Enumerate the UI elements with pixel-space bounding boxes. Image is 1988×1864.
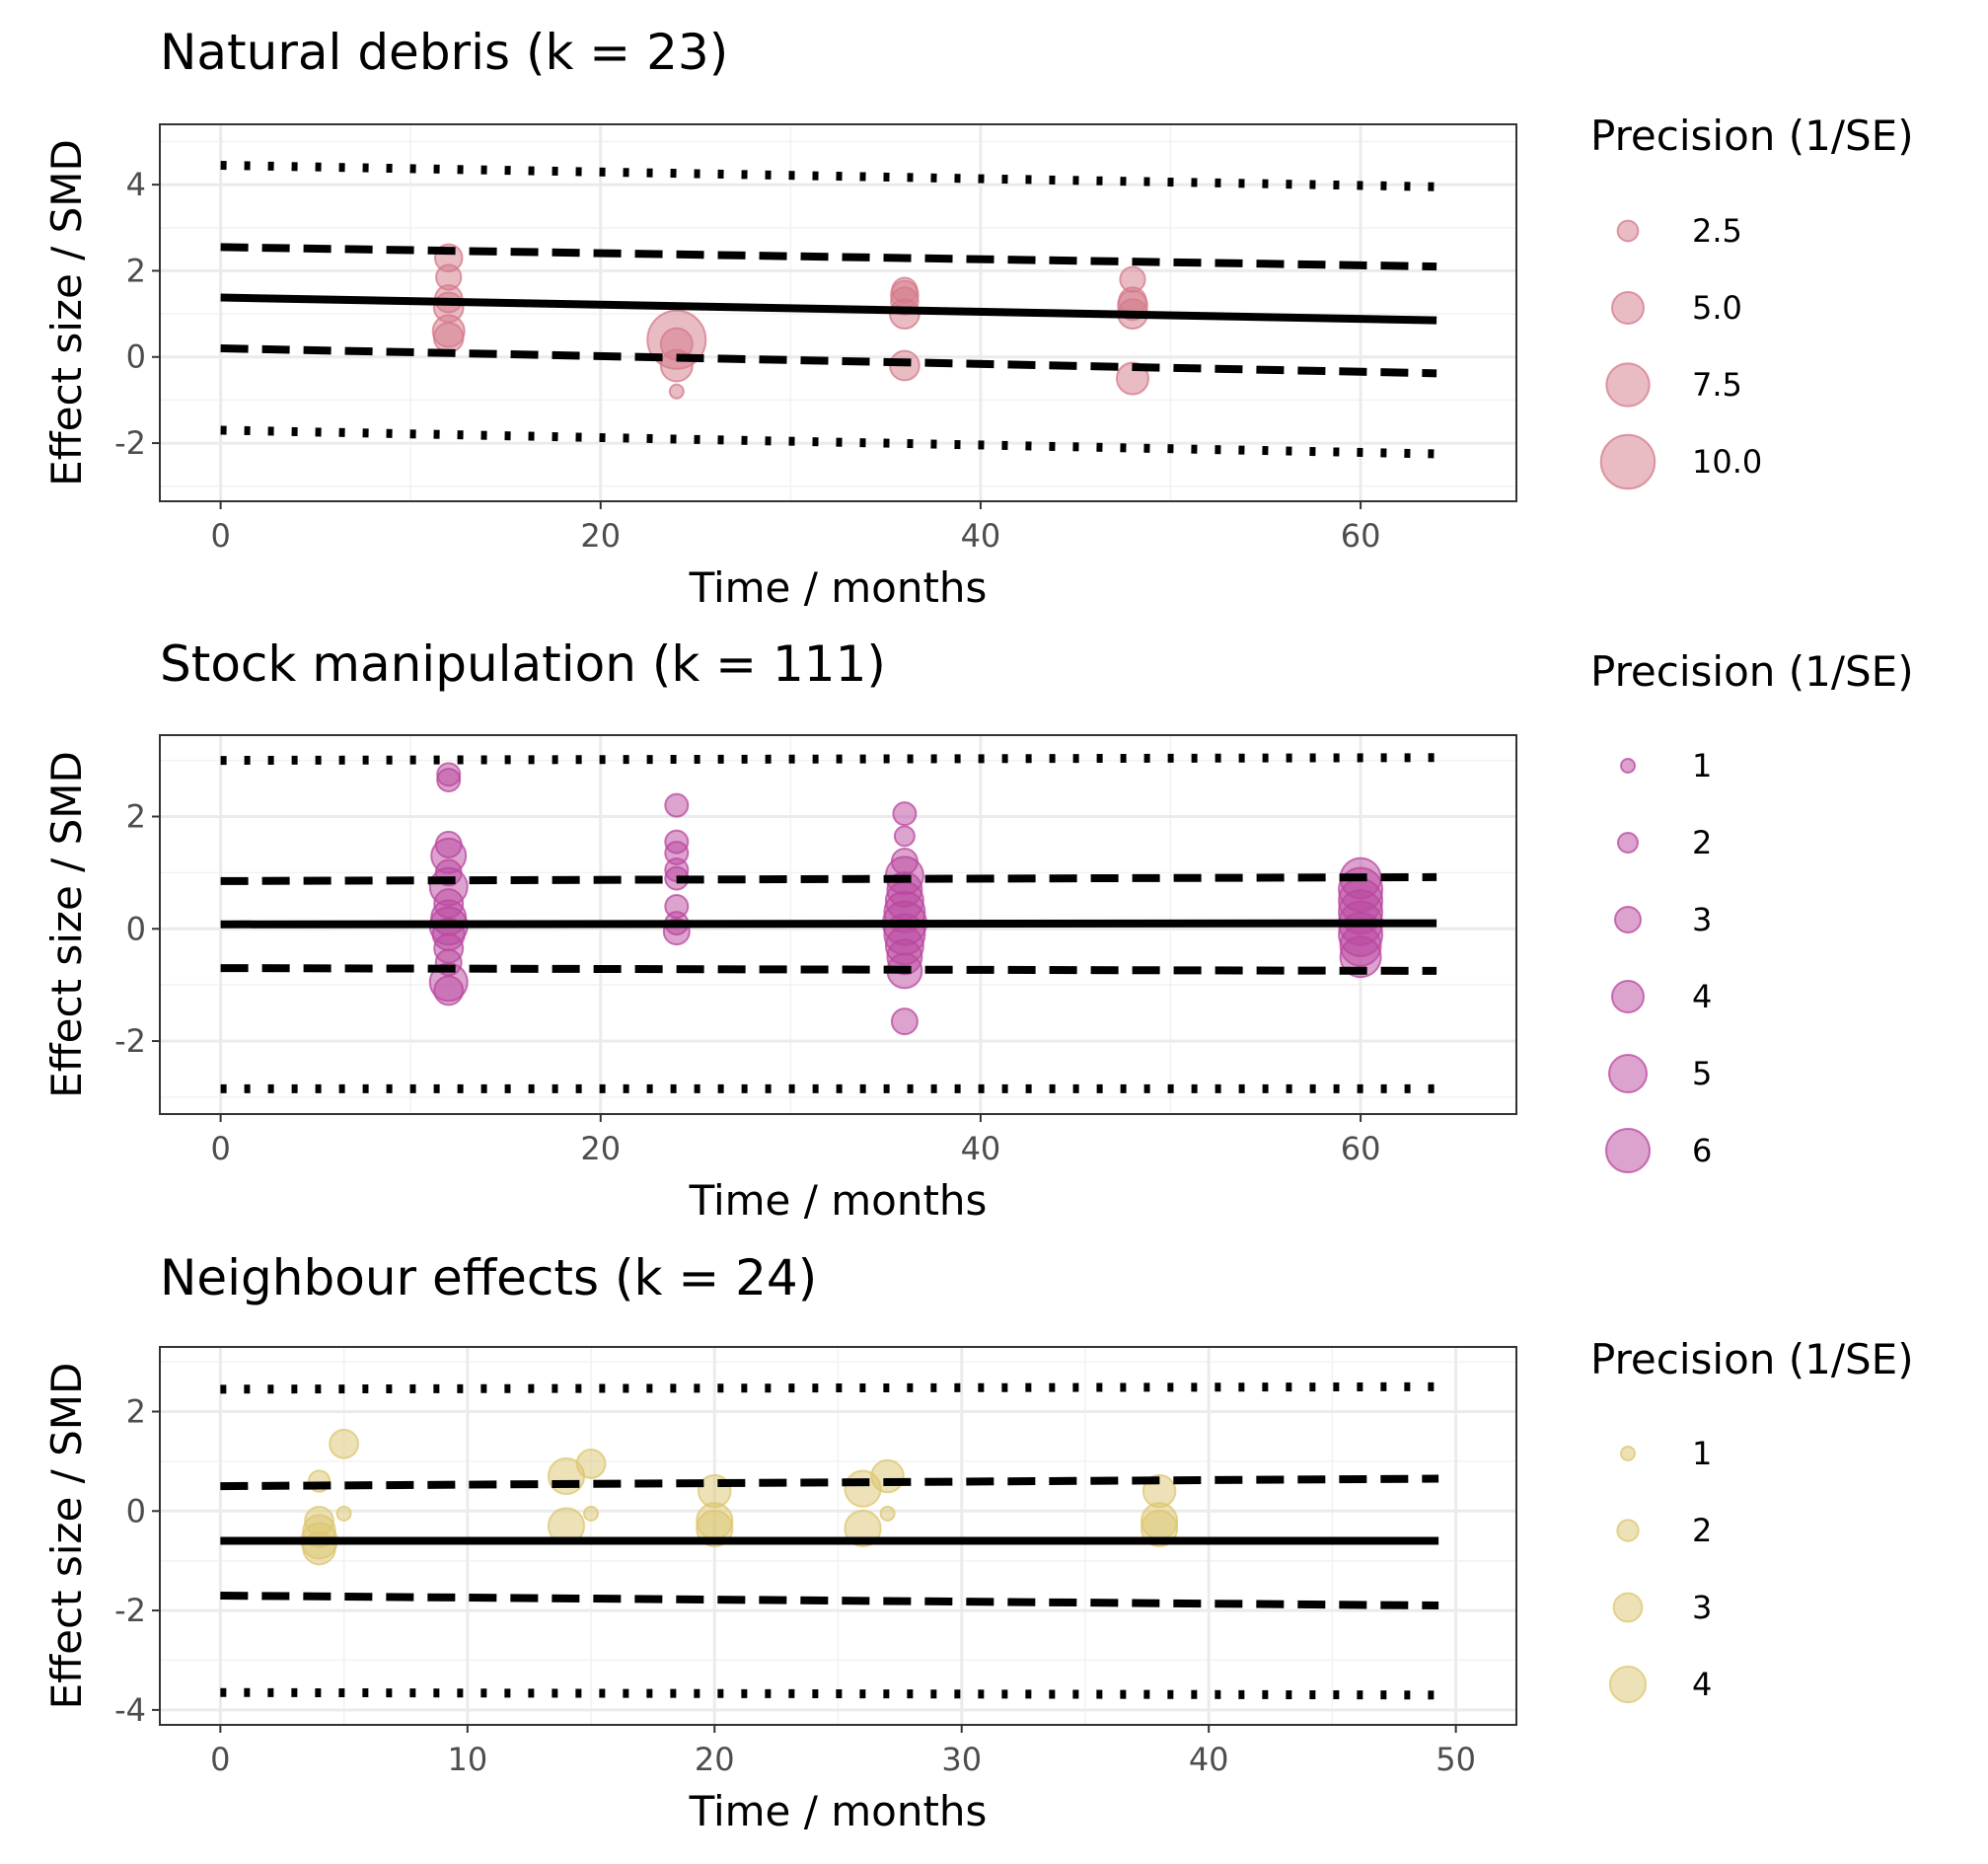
legend: Precision (1/SE) 1 2 3 4 xyxy=(1590,1335,1914,1704)
chart-panel-2: Stock manipulation (k = 111) 0 20 40 60 -2 0 2 T… xyxy=(42,635,1914,1225)
legend-key-circle xyxy=(1614,906,1642,933)
y-tick-label: 2 xyxy=(126,797,146,835)
confidence-interval-upper-line xyxy=(220,1474,1439,1491)
x-axis-title: Time / months xyxy=(689,1787,988,1835)
y-tick-label: 4 xyxy=(126,166,146,203)
legend-key-circle xyxy=(1620,758,1636,774)
x-tick-label: 50 xyxy=(1436,1741,1476,1778)
y-tick-label: -2 xyxy=(114,424,146,462)
legend-key-circle xyxy=(1620,1446,1636,1461)
data-point xyxy=(893,825,916,848)
y-tick-label: -4 xyxy=(114,1691,146,1729)
y-axis-title: Effect size / SMD xyxy=(42,1363,91,1710)
legend-key-circle xyxy=(1616,219,1640,243)
legend-label: 5 xyxy=(1692,1055,1712,1092)
legend-key-circle xyxy=(1612,1592,1644,1623)
legend-title: Precision (1/SE) xyxy=(1590,1335,1914,1383)
legend-label: 4 xyxy=(1692,1666,1712,1703)
x-tick-label: 0 xyxy=(210,517,230,555)
legend-key-circle xyxy=(1617,832,1639,854)
chart-panel-3: Neighbour effects (k = 24)0 10 20 30 40 50-4-… xyxy=(42,1249,1914,1835)
x-tick-label: 60 xyxy=(1341,1130,1381,1167)
legend-key-circle xyxy=(1611,291,1645,325)
x-tick-label: 0 xyxy=(210,1130,230,1167)
chart-title: Natural debris (k = 23) xyxy=(160,24,728,81)
data-point xyxy=(879,1505,896,1522)
legend-title: Precision (1/SE) xyxy=(1590,647,1914,696)
data-point xyxy=(668,383,685,400)
regression-line xyxy=(220,919,1437,929)
data-point xyxy=(575,1449,607,1479)
legend-label: 1 xyxy=(1692,1435,1712,1472)
y-tick-label: 2 xyxy=(126,252,146,289)
y-tick-label: 0 xyxy=(126,910,146,947)
x-axis-title: Time / months xyxy=(689,563,988,612)
legend-key-circle xyxy=(1608,1054,1648,1093)
legend-label: 10.0 xyxy=(1692,443,1762,481)
data-point xyxy=(870,1458,905,1494)
confidence-interval-lower-line xyxy=(220,1591,1439,1610)
confidence-interval-lower-line xyxy=(220,964,1437,975)
data-point xyxy=(583,1505,600,1522)
data-point xyxy=(890,1007,919,1036)
data-point xyxy=(329,1428,359,1459)
legend-label: 5.0 xyxy=(1692,289,1742,327)
data-point xyxy=(436,768,462,793)
legend-key-circle xyxy=(1608,1665,1648,1704)
data-point xyxy=(432,322,465,353)
legend-key-circle xyxy=(1616,1519,1640,1542)
legend-label: 1 xyxy=(1692,747,1712,784)
legend-title: Precision (1/SE) xyxy=(1590,112,1914,160)
legend-key-circle xyxy=(1599,433,1657,490)
y-axis-title: Effect size / SMD xyxy=(42,139,91,486)
x-tick-label: 40 xyxy=(961,1130,1001,1167)
x-tick-label: 0 xyxy=(210,1741,230,1778)
x-tick-label: 20 xyxy=(580,1130,621,1167)
data-point xyxy=(664,792,690,818)
legend-label: 4 xyxy=(1692,978,1712,1015)
chart-panel-1: Natural debris (k = 23) 0 20 40 60 -2 0 2 4 Time … xyxy=(42,24,1914,612)
legend-label: 2.5 xyxy=(1692,212,1742,250)
legend-key-circle xyxy=(1605,1128,1651,1173)
x-tick-label: 30 xyxy=(941,1741,982,1778)
x-tick-label: 20 xyxy=(580,517,621,555)
regression-line xyxy=(220,293,1437,325)
x-tick-label: 60 xyxy=(1341,517,1381,555)
data-point xyxy=(892,801,918,827)
panel-border xyxy=(159,1346,1517,1726)
legend-label: 2 xyxy=(1692,1512,1712,1549)
y-tick-label: 0 xyxy=(126,338,146,376)
x-tick-label: 10 xyxy=(447,1741,487,1778)
legend: Precision (1/SE) 1 2 3 4 5 6 xyxy=(1590,647,1914,1173)
legend-label: 3 xyxy=(1692,901,1712,938)
x-tick-label: 40 xyxy=(961,517,1001,555)
data-point xyxy=(433,975,465,1007)
y-tick-label: 0 xyxy=(126,1492,146,1529)
confidence-interval-upper-line xyxy=(220,872,1437,885)
y-tick-label: -2 xyxy=(114,1592,146,1629)
legend-label: 7.5 xyxy=(1692,366,1742,404)
legend: Precision (1/SE) 2.5 5.0 7.5 10.0 xyxy=(1590,112,1914,490)
legend-label: 6 xyxy=(1692,1132,1712,1169)
y-axis-title: Effect size / SMD xyxy=(42,751,91,1098)
legend-label: 3 xyxy=(1692,1589,1712,1626)
chart-title: Neighbour effects (k = 24) xyxy=(160,1249,817,1306)
legend-key-circle xyxy=(1605,362,1651,408)
y-tick-label: 2 xyxy=(126,1393,146,1431)
x-tick-label: 20 xyxy=(695,1741,735,1778)
x-axis-title: Time / months xyxy=(689,1176,988,1225)
legend-key-circle xyxy=(1611,980,1645,1013)
confidence-interval-lower-line xyxy=(220,344,1437,378)
panel-border xyxy=(159,123,1517,502)
data-point xyxy=(335,1505,352,1522)
y-tick-label: -2 xyxy=(114,1022,146,1060)
chart-title: Stock manipulation (k = 111) xyxy=(160,635,886,693)
x-tick-label: 40 xyxy=(1189,1741,1229,1778)
legend-label: 2 xyxy=(1692,824,1712,861)
panel-border xyxy=(159,734,1517,1115)
confidence-interval-upper-line xyxy=(220,243,1437,271)
